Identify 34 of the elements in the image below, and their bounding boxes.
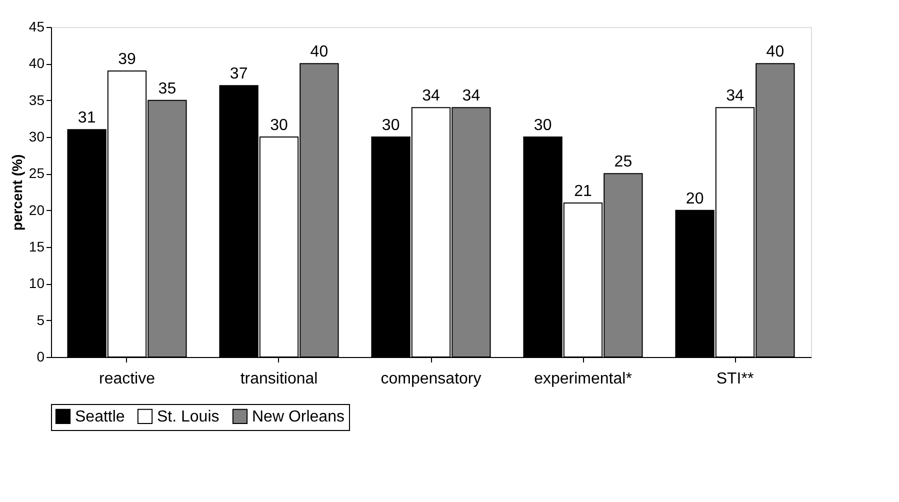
x-tick-label: reactive <box>98 370 156 388</box>
data-label: 34 <box>726 88 744 105</box>
legend-label: St. Louis <box>157 408 220 426</box>
y-tick-label: 25 <box>28 165 45 182</box>
x-tick-label: compensatory <box>380 370 482 388</box>
x-tick-label: transitional <box>240 370 318 388</box>
legend-label: Seattle <box>75 408 125 426</box>
data-label: 35 <box>158 80 176 98</box>
data-label: 34 <box>422 88 440 105</box>
data-label: 40 <box>766 44 784 61</box>
y-tick-label: 15 <box>28 238 45 254</box>
data-label: 40 <box>310 44 328 61</box>
y-tick-label: 45 <box>28 18 45 34</box>
data-label: 21 <box>574 183 592 200</box>
y-tick-label: 40 <box>28 55 45 72</box>
y-axis-title: percent (%) <box>8 154 25 231</box>
y-tick-label: 0 <box>36 348 45 364</box>
data-label: 31 <box>78 110 96 127</box>
y-tick-label: 5 <box>36 312 45 328</box>
y-tick-label: 30 <box>28 128 45 144</box>
data-label: 37 <box>230 66 248 83</box>
data-label: 20 <box>686 190 704 208</box>
data-label: 30 <box>382 117 400 134</box>
data-label: 30 <box>270 117 288 134</box>
data-label: 25 <box>614 154 632 171</box>
data-label: 39 <box>118 51 136 68</box>
data-label: 34 <box>462 88 480 105</box>
x-tick-label: experimental* <box>534 370 632 388</box>
legend-label: New Orleans <box>252 408 344 426</box>
x-tick-label: STI** <box>716 370 754 388</box>
y-tick-label: 20 <box>28 202 45 218</box>
y-tick-label: 10 <box>28 275 45 292</box>
y-tick-label: 35 <box>28 92 45 108</box>
data-label: 30 <box>534 117 552 134</box>
